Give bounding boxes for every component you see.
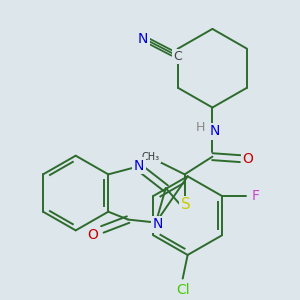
Text: N: N xyxy=(138,32,148,46)
Text: S: S xyxy=(181,197,190,212)
Text: CH₃: CH₃ xyxy=(142,152,160,162)
Text: H: H xyxy=(196,121,205,134)
Text: N: N xyxy=(209,124,220,138)
Text: Cl: Cl xyxy=(176,283,190,297)
Text: N: N xyxy=(153,218,163,232)
Text: F: F xyxy=(252,189,260,203)
Text: O: O xyxy=(87,228,98,242)
Text: N: N xyxy=(134,158,144,172)
Text: C: C xyxy=(173,50,182,63)
Text: O: O xyxy=(243,152,254,166)
